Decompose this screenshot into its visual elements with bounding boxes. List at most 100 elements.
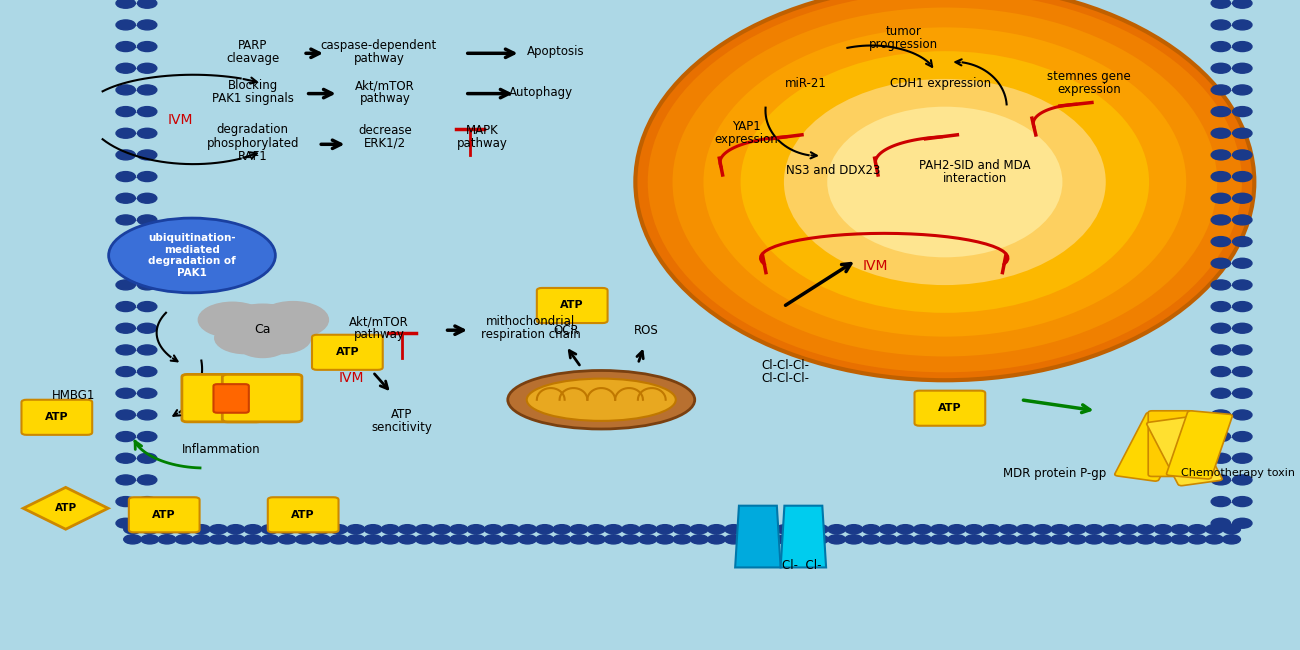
Circle shape	[1171, 525, 1190, 534]
Circle shape	[399, 525, 416, 534]
Ellipse shape	[636, 0, 1254, 380]
Text: Chemotherapy toxin: Chemotherapy toxin	[1180, 468, 1295, 478]
Circle shape	[1212, 497, 1231, 506]
Circle shape	[364, 535, 382, 544]
Text: ATP: ATP	[55, 503, 77, 514]
Circle shape	[1232, 172, 1252, 181]
FancyBboxPatch shape	[182, 374, 261, 422]
FancyBboxPatch shape	[222, 374, 302, 422]
Circle shape	[261, 535, 280, 544]
Circle shape	[159, 525, 176, 534]
Circle shape	[138, 497, 157, 506]
Circle shape	[742, 535, 759, 544]
Circle shape	[485, 535, 502, 544]
Circle shape	[138, 85, 157, 95]
Text: PAH2-SID and MDA: PAH2-SID and MDA	[919, 159, 1031, 172]
Text: Akt/mTOR: Akt/mTOR	[355, 79, 415, 92]
Circle shape	[176, 525, 192, 534]
Polygon shape	[780, 506, 826, 567]
Circle shape	[965, 535, 983, 544]
Text: YAP1: YAP1	[732, 120, 760, 133]
Ellipse shape	[508, 370, 694, 429]
Circle shape	[1212, 367, 1231, 376]
Circle shape	[1223, 535, 1240, 544]
Circle shape	[381, 525, 399, 534]
Circle shape	[1232, 63, 1252, 73]
Circle shape	[811, 525, 828, 534]
Circle shape	[416, 525, 433, 534]
Circle shape	[1205, 535, 1223, 544]
Circle shape	[138, 193, 157, 203]
Circle shape	[707, 525, 725, 534]
Circle shape	[1017, 535, 1035, 544]
Circle shape	[811, 535, 828, 544]
Circle shape	[1119, 535, 1138, 544]
Circle shape	[116, 475, 135, 485]
Circle shape	[1212, 150, 1231, 160]
Circle shape	[1212, 280, 1231, 290]
Circle shape	[502, 525, 519, 534]
Circle shape	[673, 525, 692, 534]
Circle shape	[176, 535, 192, 544]
Circle shape	[1232, 107, 1252, 116]
Circle shape	[552, 525, 571, 534]
Circle shape	[948, 535, 966, 544]
Circle shape	[116, 367, 135, 376]
Circle shape	[914, 525, 931, 534]
Text: PARP: PARP	[238, 39, 268, 52]
Circle shape	[707, 535, 725, 544]
Circle shape	[257, 302, 329, 338]
Circle shape	[138, 42, 157, 51]
Circle shape	[1232, 497, 1252, 506]
Circle shape	[1232, 258, 1252, 268]
Circle shape	[571, 535, 588, 544]
Circle shape	[656, 535, 673, 544]
FancyBboxPatch shape	[914, 391, 985, 426]
Circle shape	[1136, 525, 1154, 534]
Circle shape	[552, 535, 571, 544]
Circle shape	[656, 525, 673, 534]
Text: IVM: IVM	[168, 113, 194, 127]
Circle shape	[536, 535, 554, 544]
Circle shape	[226, 525, 244, 534]
Circle shape	[931, 525, 949, 534]
Circle shape	[226, 535, 244, 544]
Text: pathway: pathway	[354, 328, 404, 341]
Text: degradation: degradation	[217, 124, 289, 136]
Circle shape	[1212, 453, 1231, 463]
Circle shape	[138, 410, 157, 420]
Circle shape	[638, 535, 656, 544]
Circle shape	[965, 525, 983, 534]
Circle shape	[1188, 535, 1206, 544]
Circle shape	[604, 525, 623, 534]
Circle shape	[433, 525, 451, 534]
Circle shape	[1086, 535, 1104, 544]
Circle shape	[1232, 280, 1252, 290]
FancyBboxPatch shape	[22, 400, 92, 435]
Circle shape	[1223, 525, 1240, 534]
Circle shape	[1000, 525, 1017, 534]
Text: respiration chain: respiration chain	[481, 328, 580, 341]
Circle shape	[433, 535, 451, 544]
Circle shape	[1232, 237, 1252, 246]
Text: ATP: ATP	[46, 412, 69, 423]
Text: PAK1 singnals: PAK1 singnals	[212, 92, 294, 105]
Text: Akt/mTOR: Akt/mTOR	[350, 315, 408, 328]
Circle shape	[330, 525, 347, 534]
Circle shape	[1212, 388, 1231, 398]
Circle shape	[1232, 367, 1252, 376]
Circle shape	[209, 535, 228, 544]
Circle shape	[209, 525, 228, 534]
Circle shape	[588, 535, 604, 544]
Circle shape	[1232, 475, 1252, 485]
Circle shape	[381, 535, 399, 544]
Text: OCR: OCR	[552, 324, 578, 337]
Circle shape	[1212, 302, 1231, 311]
Circle shape	[519, 535, 537, 544]
Text: phosphorylated: phosphorylated	[207, 136, 299, 150]
Circle shape	[1212, 475, 1231, 485]
Circle shape	[124, 525, 142, 534]
Circle shape	[948, 525, 966, 534]
Circle shape	[467, 525, 485, 534]
Circle shape	[1232, 388, 1252, 398]
